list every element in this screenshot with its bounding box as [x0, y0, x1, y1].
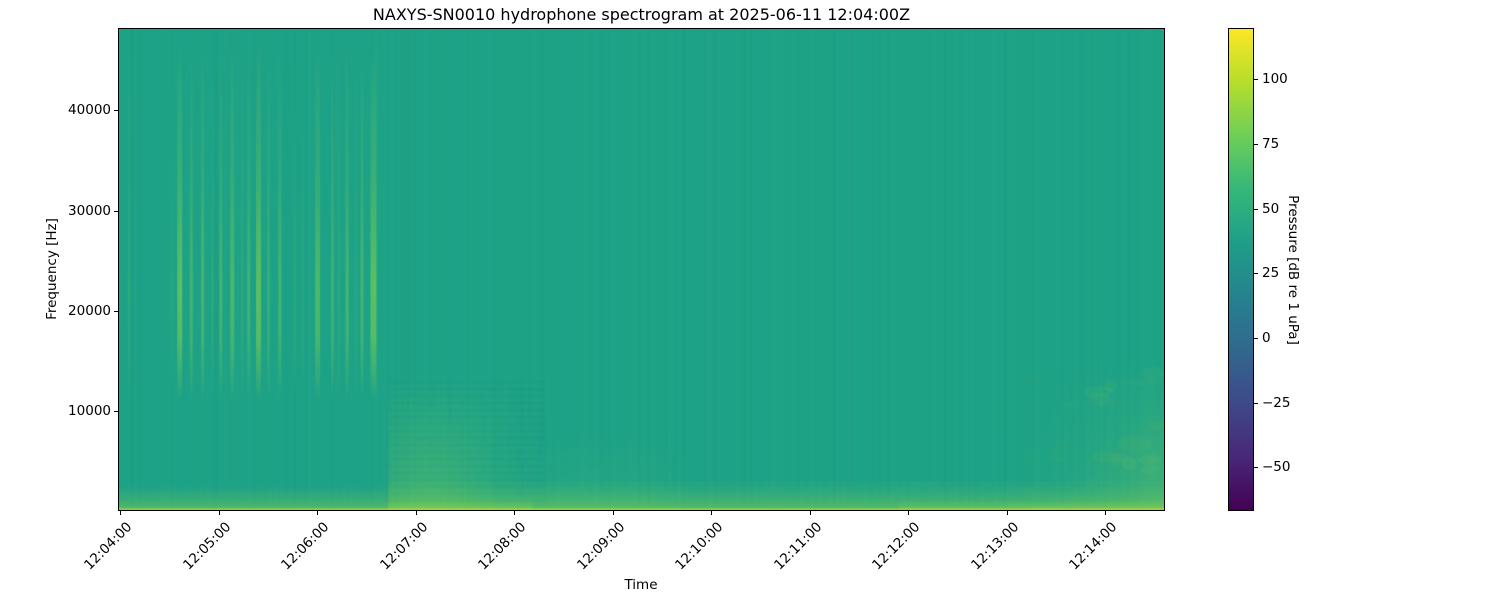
x-tick-mark — [120, 511, 121, 515]
x-tick-mark — [1105, 511, 1106, 515]
x-tick-mark — [415, 511, 417, 515]
colorbar-tick-label: 50 — [1262, 200, 1280, 217]
colorbar-tick-label: 25 — [1262, 265, 1280, 282]
plot-area — [118, 28, 1165, 511]
colorbar-tick-mark — [1254, 79, 1258, 81]
colorbar-tick-mark — [1254, 273, 1258, 275]
x-tick-mark — [612, 511, 614, 515]
y-tick-mark — [114, 210, 118, 212]
x-tick-mark — [514, 511, 515, 515]
x-tick-label: 12:06:00 — [278, 519, 333, 574]
y-tick-label: 40000 — [68, 102, 111, 119]
colorbar-tick-label: −50 — [1262, 459, 1291, 476]
x-tick-label: 12:07:00 — [376, 519, 431, 574]
x-axis-label: Time — [624, 577, 658, 593]
colorbar-tick-mark — [1254, 208, 1258, 210]
y-tick-label: 20000 — [68, 303, 111, 320]
x-tick-label: 12:10:00 — [672, 519, 727, 574]
y-tick-label: 10000 — [68, 403, 111, 420]
x-tick-label: 12:11:00 — [770, 519, 825, 574]
y-tick-label: 30000 — [68, 202, 111, 219]
x-tick-label: 12:13:00 — [967, 519, 1022, 574]
y-tick-mark — [114, 411, 118, 413]
colorbar-tick-mark — [1254, 467, 1258, 469]
y-tick-mark — [114, 110, 118, 112]
x-tick-label: 12:12:00 — [869, 519, 924, 574]
x-tick-mark — [1006, 511, 1008, 515]
colorbar-tick-label: 75 — [1262, 136, 1280, 153]
x-tick-mark — [218, 511, 220, 515]
x-tick-label: 12:04:00 — [81, 519, 136, 574]
y-tick-mark — [114, 311, 118, 313]
colorbar-tick-mark — [1254, 402, 1258, 404]
x-tick-mark — [908, 511, 909, 515]
colorbar-tick-mark — [1254, 144, 1258, 146]
colorbar-tick-mark — [1254, 338, 1258, 340]
chart-title: NAXYS-SN0010 hydrophone spectrogram at 2… — [372, 5, 911, 24]
colorbar — [1228, 28, 1254, 511]
spectrogram-canvas — [119, 29, 1164, 510]
x-tick-label: 12:09:00 — [573, 519, 628, 574]
colorbar-tick-label: 100 — [1262, 71, 1288, 88]
x-tick-mark — [711, 511, 712, 515]
colorbar-label: Pressure [dB re 1 uPa] — [1285, 195, 1301, 345]
colorbar-tick-label: −25 — [1262, 394, 1291, 411]
colorbar-tick-label: 0 — [1262, 330, 1271, 347]
x-tick-label: 12:08:00 — [475, 519, 530, 574]
colorbar-gradient — [1229, 29, 1253, 510]
x-tick-mark — [809, 511, 811, 515]
x-tick-label: 12:14:00 — [1066, 519, 1121, 574]
x-tick-label: 12:05:00 — [179, 519, 234, 574]
x-tick-mark — [317, 511, 318, 515]
